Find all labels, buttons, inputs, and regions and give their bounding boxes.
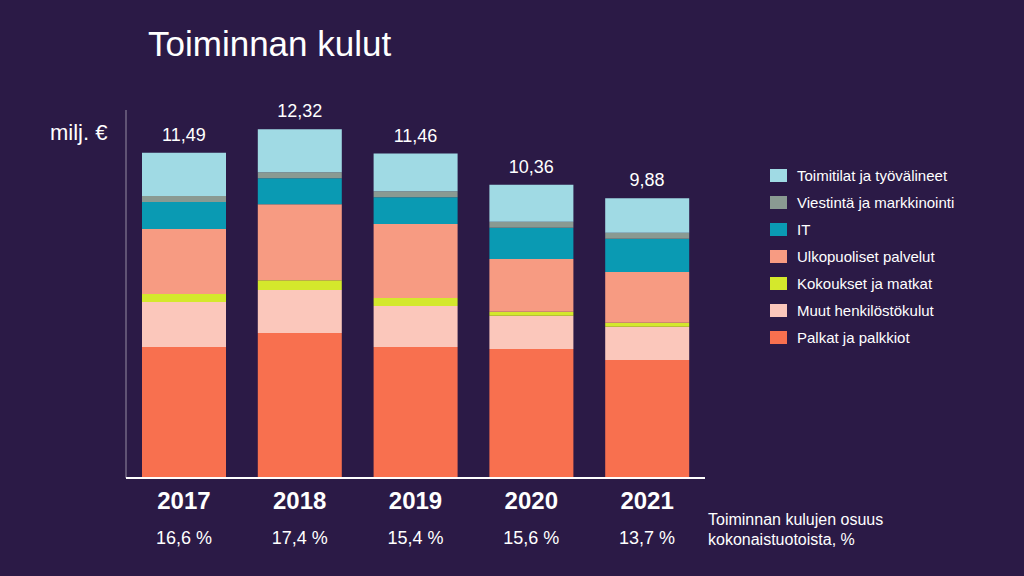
html-text:Palkat ja palkkiot: Palkat ja palkkiot — [797, 329, 910, 346]
svg-text:2021: 2021 — [620, 487, 673, 514]
svg-text:11,46: 11,46 — [394, 126, 438, 146]
html-text:Muut henkilöstökulut: Muut henkilöstökulut — [797, 302, 934, 319]
html-text:IT: IT — [797, 221, 811, 238]
html-text:Toiminnan kulujen osuus kokona: Toiminnan kulujen osuus kokonaistuotoist… — [708, 511, 884, 548]
svg-text:15,4 %: 15,4 % — [387, 528, 443, 548]
svg-text:2020: 2020 — [505, 487, 558, 514]
svg-text:2019: 2019 — [389, 487, 442, 514]
html-text:Kokoukset ja matkat: Kokoukset ja matkat — [797, 275, 933, 292]
html-text:Viestintä ja markkinointi: Viestintä ja markkinointi — [797, 194, 955, 211]
svg-text:2017: 2017 — [157, 487, 210, 514]
svg-text:12,32: 12,32 — [277, 101, 322, 121]
svg-text:17,4 %: 17,4 % — [272, 528, 328, 548]
html-text:Toimitilat ja työvälineet: Toimitilat ja työvälineet — [797, 167, 948, 184]
svg-text:13,7 %: 13,7 % — [619, 528, 675, 548]
svg-text:9,88: 9,88 — [630, 170, 665, 190]
svg-text:16,6 %: 16,6 % — [156, 528, 212, 548]
html-text:Ulkopuoliset palvelut: Ulkopuoliset palvelut — [797, 248, 935, 265]
html-text:Toiminnan kulut: Toiminnan kulut — [148, 24, 392, 63]
svg-text:2018: 2018 — [273, 487, 326, 514]
html-text:milj. €: milj. € — [50, 120, 108, 145]
svg-text:15,6 %: 15,6 % — [503, 528, 559, 548]
svg-text:11,49: 11,49 — [162, 125, 206, 145]
svg-text:10,36: 10,36 — [509, 157, 554, 177]
